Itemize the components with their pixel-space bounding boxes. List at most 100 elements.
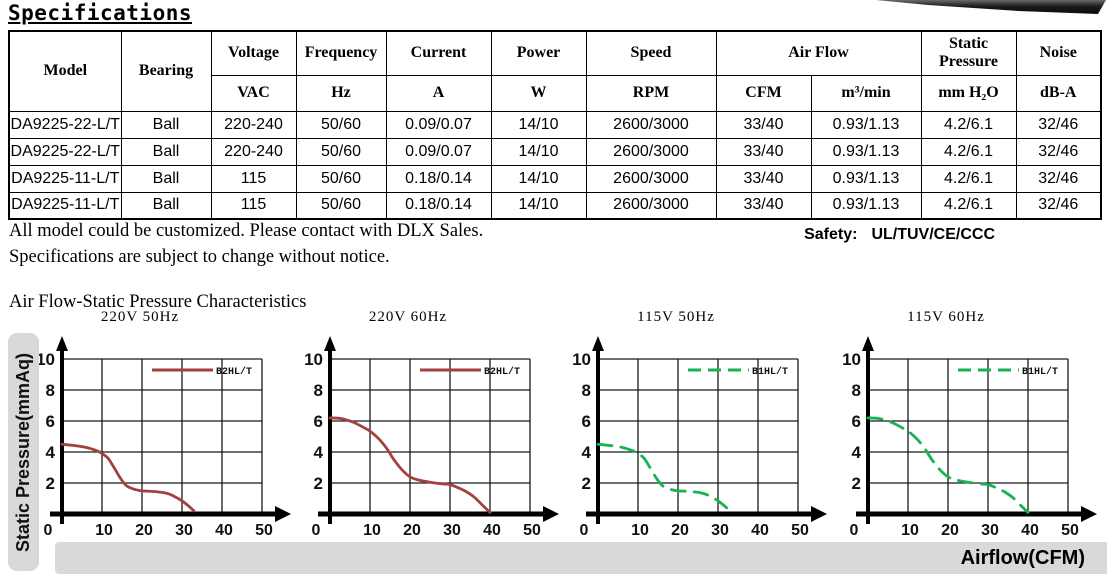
legend-label: B2HL/T xyxy=(484,366,520,378)
unit-header-a: A xyxy=(385,74,492,112)
x-tick-label: 0 xyxy=(850,522,859,539)
table-cell: Ball xyxy=(120,110,212,139)
x-tick-label: 10 xyxy=(95,522,113,539)
data-curve xyxy=(866,416,1030,514)
x-axis-arrow-icon xyxy=(543,506,559,522)
y-tick-label: 6 xyxy=(852,412,861,431)
x-tick-label: 0 xyxy=(312,522,321,539)
unit-header-hz: Hz xyxy=(295,74,387,112)
y-axis-arrow-icon xyxy=(56,336,68,351)
y-tick-label: 2 xyxy=(582,474,591,493)
table-cell: 14/10 xyxy=(490,137,587,166)
legend-label: B1HL/T xyxy=(752,366,788,378)
page-title: Specifications xyxy=(8,1,193,25)
y-tick-label: 8 xyxy=(582,381,591,400)
x-axis-arrow-icon xyxy=(811,506,827,522)
unit-header-rpm: RPM xyxy=(585,74,717,112)
x-tick-label: 0 xyxy=(44,522,53,539)
y-tick-label: 6 xyxy=(46,412,55,431)
legend-label: B2HL/T xyxy=(216,366,252,378)
table-cell: 220-240 xyxy=(210,110,297,139)
x-tick-label: 20 xyxy=(403,522,421,539)
table-cell: 0.09/0.07 xyxy=(385,137,492,166)
table-cell: Ball xyxy=(120,191,212,220)
table-cell: DA9225-22-L/T xyxy=(8,137,122,166)
chart-svg: 2 4 6 8 10 0 10 20 30 40 50 B1HL/T xyxy=(842,336,1097,539)
table-cell: 0.93/1.13 xyxy=(810,110,922,139)
chart-svg: 2 4 6 8 10 0 10 20 30 40 50 B1HL/T xyxy=(572,336,827,539)
y-tick-label: 6 xyxy=(582,412,591,431)
chart-220v-50hz: 2 4 6 8 10 0 10 20 30 40 50 B2HL/T xyxy=(32,334,298,551)
table-cell: DA9225-22-L/T xyxy=(8,110,122,139)
legend-label: B1HL/T xyxy=(1022,366,1058,378)
unit-header-vac: VAC xyxy=(210,74,297,112)
col-header-voltage: Voltage xyxy=(210,30,297,76)
x-tick-label: 40 xyxy=(215,522,233,539)
table-cell: 0.93/1.13 xyxy=(810,137,922,166)
table-cell: 4.2/6.1 xyxy=(920,164,1017,193)
unit-header-w: W xyxy=(490,74,587,112)
col-header-static-pressure: Static Pressure xyxy=(920,30,1017,76)
x-tick-label: 10 xyxy=(901,522,919,539)
table-cell: DA9225-11-L/T xyxy=(8,164,122,193)
col-header-airflow: Air Flow xyxy=(715,30,922,76)
table-row: DA9225-11-L/T Ball 115 50/60 0.18/0.14 14/10 2… xyxy=(8,164,1102,193)
specifications-table: Model Bearing Voltage Frequency Current … xyxy=(8,30,1102,220)
chart-title-115v-50hz: 115V 50Hz xyxy=(637,309,715,325)
x-tick-label: 20 xyxy=(941,522,959,539)
data-curve xyxy=(60,442,196,513)
table-cell: 115 xyxy=(210,191,297,220)
chart-svg: 2 4 6 8 10 0 10 20 30 40 50 B2HL/T xyxy=(36,336,291,539)
x-tick-label: 50 xyxy=(255,522,273,539)
table-cell: 33/40 xyxy=(715,137,812,166)
table-cell: 14/10 xyxy=(490,191,587,220)
table-cell: 4.2/6.1 xyxy=(920,137,1017,166)
safety-value: UL/TUV/CE/CCC xyxy=(871,226,995,243)
y-axis-label-bar: Static Pressure(mmAq) xyxy=(8,333,39,571)
y-tick-label: 4 xyxy=(582,443,592,462)
y-tick-label: 2 xyxy=(314,474,323,493)
unit-header-dba: dB-A xyxy=(1015,74,1102,112)
note-subject-to-change: Specifications are subject to change wit… xyxy=(9,247,390,267)
x-axis-label: Airflow(CFM) xyxy=(960,546,1085,569)
unit-header-m3min: m³/min xyxy=(810,74,922,112)
safety-certifications: Safety: UL/TUV/CE/CCC xyxy=(760,226,995,244)
table-cell: 220-240 xyxy=(210,137,297,166)
fan-photo xyxy=(876,0,1106,14)
table-cell: 2600/3000 xyxy=(585,110,717,139)
chart-220v-60hz: 2 4 6 8 10 0 10 20 30 40 50 B2HL/T xyxy=(300,334,566,551)
x-tick-label: 30 xyxy=(711,522,729,539)
y-tick-label: 6 xyxy=(314,412,323,431)
table-row: DA9225-22-L/T Ball 220-240 50/60 0.09/0.07 14… xyxy=(8,110,1102,139)
table-row: DA9225-11-L/T Ball 115 50/60 0.18/0.14 14/10 2… xyxy=(8,191,1102,220)
col-header-noise: Noise xyxy=(1015,30,1102,76)
table-row: DA9225-22-L/T Ball 220-240 50/60 0.09/0.07 14… xyxy=(8,137,1102,166)
x-tick-label: 10 xyxy=(363,522,381,539)
table-cell: 0.93/1.13 xyxy=(810,164,922,193)
table-cell: 0.18/0.14 xyxy=(385,164,492,193)
y-axis-arrow-icon xyxy=(592,336,604,351)
col-header-bearing: Bearing xyxy=(120,30,212,112)
y-tick-label: 8 xyxy=(46,381,55,400)
safety-label: Safety: xyxy=(804,226,858,243)
spec-table-body: DA9225-22-L/T Ball 220-240 50/60 0.09/0.07 14… xyxy=(8,110,1102,220)
table-cell: 14/10 xyxy=(490,164,587,193)
col-header-current: Current xyxy=(385,30,492,76)
table-cell: 50/60 xyxy=(295,137,387,166)
x-tick-label: 10 xyxy=(631,522,649,539)
col-header-speed: Speed xyxy=(585,30,717,76)
table-cell: 2600/3000 xyxy=(585,164,717,193)
x-axis-label-bar: Airflow(CFM) xyxy=(55,542,1107,574)
note-customized: All model could be customized. Please co… xyxy=(9,221,484,241)
table-cell: 4.2/6.1 xyxy=(920,191,1017,220)
col-header-power: Power xyxy=(490,30,587,76)
y-tick-label: 8 xyxy=(314,381,323,400)
table-cell: 0.93/1.13 xyxy=(810,191,922,220)
y-tick-label: 8 xyxy=(852,381,861,400)
x-tick-label: 50 xyxy=(791,522,809,539)
x-tick-label: 30 xyxy=(981,522,999,539)
unit-header-cfm: CFM xyxy=(715,74,812,112)
chart-title-115v-60hz: 115V 60Hz xyxy=(907,309,985,325)
chart-115v-50hz: 2 4 6 8 10 0 10 20 30 40 50 B1HL/T xyxy=(568,334,834,551)
y-tick-label: 10 xyxy=(36,350,55,369)
